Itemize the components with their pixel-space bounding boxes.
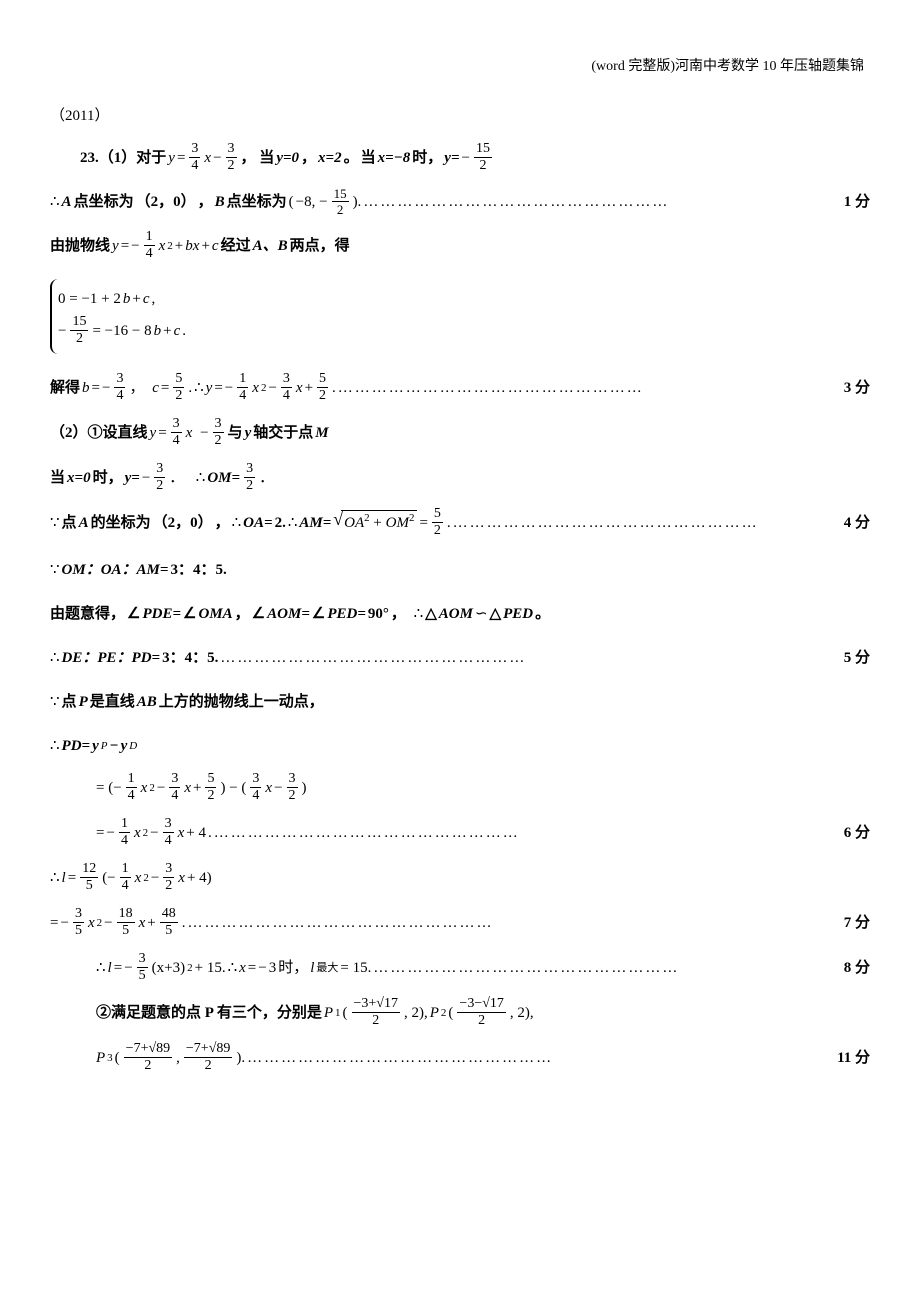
year-label: （2011）: [50, 104, 870, 128]
score: 6 分: [844, 821, 870, 845]
solution-line: ∴ DE：PE：PD= 3：4：5. ……………………………………………… 5 …: [50, 646, 870, 670]
var-y: y: [168, 146, 175, 170]
text: 23.（1）对于: [80, 146, 166, 170]
solution-line: 由题意得， ∠ PDE= ∠ OMA ， ∠ AOM= ∠ PED= 90° ，…: [50, 602, 870, 626]
solution-line: ∵ 点 P 是直线 AB 上方的抛物线上一动点，: [50, 690, 870, 714]
score: 1 分: [844, 190, 870, 214]
fraction-3-2: 32: [226, 142, 237, 173]
eq: =: [177, 146, 185, 170]
fraction-1-4: 14: [144, 230, 155, 261]
var-x: x: [204, 146, 211, 170]
fraction-3-4: 34: [189, 142, 200, 173]
score: 4 分: [844, 511, 870, 535]
solution-line: 23.（1）对于 y = 34 x − 32 ， 当 y=0 ， x=2 。 当…: [80, 142, 870, 173]
leader-dots: ………………………………………………: [187, 911, 837, 935]
score: 5 分: [844, 646, 870, 670]
minus: −: [213, 146, 221, 170]
leader-dots: ………………………………………………: [453, 511, 838, 535]
solution-line: 由抛物线 y = − 14 x2 + bx + c 经过 A、B 两点，得: [50, 230, 870, 261]
sqrt: √ OA2 + OM2: [333, 510, 417, 535]
fraction-15-2: 152: [332, 187, 349, 216]
document-page: (word 完整版)河南中考数学 10 年压轴题集锦 （2011） 23.（1）…: [0, 0, 920, 1302]
score: 7 分: [844, 911, 870, 935]
eq: x=2: [318, 146, 342, 170]
solution-line: P3 ( −7+√892 , −7+√892 ). ………………………………………: [96, 1042, 870, 1073]
solution-line: ∴ l = − 35 (x+3)2 + 15. ∴ x = −3 时， l最大 …: [96, 952, 870, 983]
solution-line: ∴ PD= yP − yD: [50, 734, 870, 758]
leader-dots: ………………………………………………: [363, 190, 837, 214]
solution-line: = − 35 x2 − 185 x + 485 . ………………………………………: [50, 907, 870, 938]
fraction-15-2: 152: [474, 142, 492, 173]
page-header: (word 完整版)河南中考数学 10 年压轴题集锦: [591, 56, 864, 78]
solution-line: = − 14 x2 − 34 x + 4 . ………………………………………………: [96, 817, 870, 848]
leader-dots: ………………………………………………: [373, 956, 837, 980]
solution-line: ∵ 点 A 的坐标为 （2，0） ， ∴ OA= 2. ∴ AM= √ OA2 …: [50, 507, 870, 538]
solution-line: ∴ A 点坐标为 （2，0） ， B 点坐标为 ( −8, − 152 ). ……: [50, 187, 870, 216]
eq: y=0: [276, 146, 299, 170]
leader-dots: ………………………………………………: [214, 821, 838, 845]
leader-dots: ………………………………………………: [247, 1046, 831, 1070]
solution-line: 当 x=0 时， y= − 32 ． ∴ OM= 32 ．: [50, 462, 870, 493]
leader-dots: ………………………………………………: [220, 646, 837, 670]
solution-line: = (− 14 x2 − 34 x + 52 ) − ( 34 x − 32 ): [96, 772, 870, 803]
score: 11 分: [837, 1046, 870, 1070]
score: 8 分: [844, 956, 870, 980]
solution-line: ∵ OM：OA：AM= 3：4：5.: [50, 558, 870, 582]
solution-line: 解得 b = − 34 ， c = 52 . ∴ y = − 14 x2 − 3…: [50, 372, 870, 403]
text: ， 当: [241, 146, 275, 170]
score: 3 分: [844, 376, 870, 400]
solution-line: （2）①设直线 y = 34 x − 32 与 y 轴交于点 M: [50, 417, 870, 448]
solution-line: ②满足题意的点 P 有三个，分别是 P1 ( −3+√172 , 2), P2 …: [96, 997, 870, 1028]
solution-line: ∴ l = 125 (− 14 x2 − 32 x + 4): [50, 862, 870, 893]
eq: y=: [444, 146, 459, 170]
eq: x=−8: [378, 146, 411, 170]
equation-system: 0 = −1 + 2 b + c , − 152 = −16 − 8 b + c…: [50, 275, 870, 358]
leader-dots: ………………………………………………: [338, 376, 838, 400]
